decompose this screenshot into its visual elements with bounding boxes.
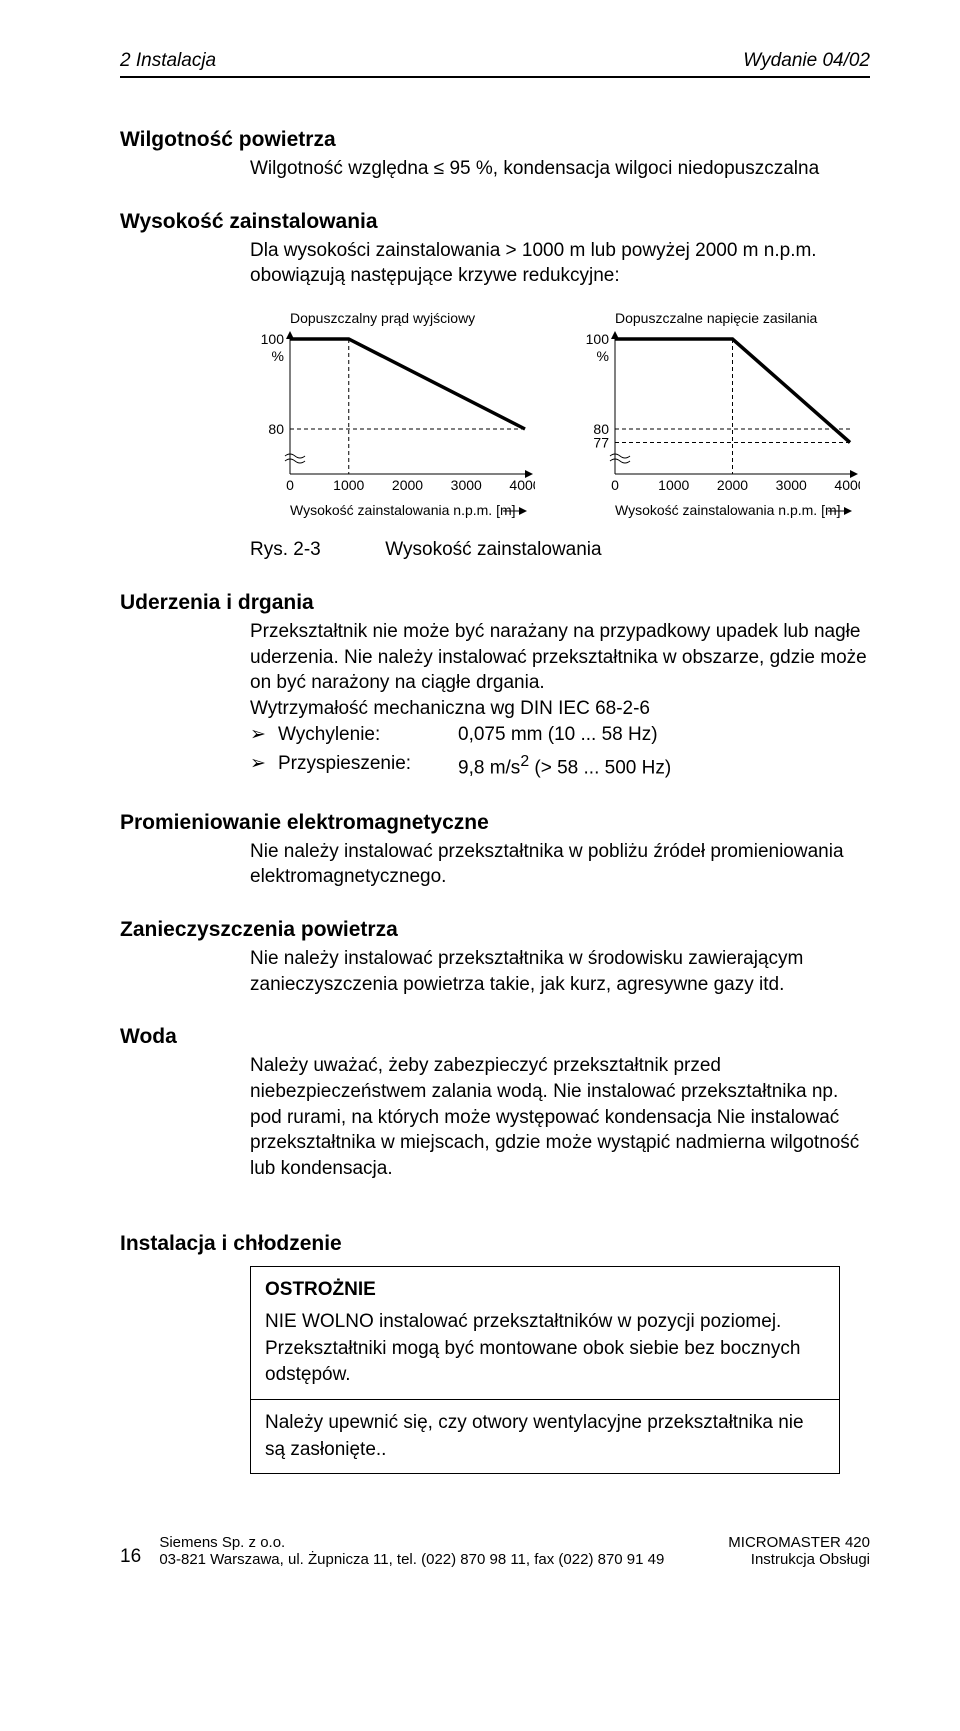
section-shock-p2: Wytrzymałość mechaniczna wg DIN IEC 68-2…: [250, 696, 870, 722]
footer-product: MICROMASTER 420: [728, 1534, 870, 1551]
header-rule: [120, 76, 870, 78]
bullet-list: ➢ Wychylenie: 0,075 mm (10 ... 58 Hz) ➢ …: [250, 721, 870, 782]
figure-text: Wysokość zainstalowania: [385, 539, 601, 560]
section-shock-p1: Przekształtnik nie może być narażany na …: [250, 619, 870, 696]
svg-text:3000: 3000: [776, 477, 807, 493]
chart-output-current: Dopuszczalny prąd wyjściowy 100 80% 0 1000 20…: [250, 309, 535, 519]
caution-box: OSTROŻNIE NIE WOLNO instalować przekszta…: [250, 1266, 870, 1475]
footer-company: Siemens Sp. z o.o.: [159, 1534, 664, 1551]
section-pollution-text: Nie należy instalować przekształtnika w …: [250, 946, 870, 997]
svg-text:Wysokość zainstalowania n.p.m.: Wysokość zainstalowania n.p.m. [m]: [615, 502, 841, 518]
caution-label: OSTROŻNIE: [265, 1277, 825, 1304]
section-cooling-title: Instalacja i chłodzenie: [120, 1232, 870, 1256]
section-shock-title: Uderzenia i drgania: [120, 591, 870, 615]
footer-address: 03-821 Warszawa, ul. Żupnicza 11, tel. (…: [159, 1551, 664, 1568]
section-emi-text: Nie należy instalować przekształtnika w …: [250, 839, 870, 890]
svg-text:0: 0: [286, 477, 294, 493]
chart-supply-voltage: Dopuszczalne napięcie zasilania1008077%0…: [575, 309, 860, 519]
caution-line: Przekształtniki mogą być montowane obok …: [265, 1336, 825, 1389]
svg-text:100: 100: [586, 331, 610, 347]
section-water-title: Woda: [120, 1025, 870, 1049]
svg-text:3000: 3000: [451, 477, 482, 493]
svg-text:1000: 1000: [658, 477, 689, 493]
svg-text:1000: 1000: [333, 477, 364, 493]
section-altitude-title: Wysokość zainstalowania: [120, 210, 870, 234]
caution-line: Należy upewnić się, czy otwory wentylacy…: [251, 1399, 840, 1473]
svg-text:0: 0: [611, 477, 619, 493]
chart-row: Dopuszczalny prąd wyjściowy10080%0100020…: [250, 309, 870, 519]
svg-text:%: %: [272, 348, 284, 364]
svg-text:Dopuszczalne napięcie zasilani: Dopuszczalne napięcie zasilania: [615, 310, 818, 326]
section-pollution-title: Zanieczyszczenia powietrza: [120, 918, 870, 942]
bullet-label: Przyspieszenie:: [278, 750, 458, 783]
bullet-value: 0,075 mm (10 ... 58 Hz): [458, 721, 658, 750]
svg-text:2000: 2000: [392, 477, 423, 493]
figure-number: Rys. 2-3: [250, 539, 380, 561]
section-humidity-title: Wilgotność powietrza: [120, 128, 870, 152]
section-altitude-text: Dla wysokości zainstalowania > 1000 m lu…: [250, 238, 870, 289]
bullet-icon: ➢: [250, 750, 278, 783]
bullet-label: Wychylenie:: [278, 721, 458, 750]
page-header: 2 Instalacja Wydanie 04/02: [120, 50, 870, 72]
figure-caption: Rys. 2-3 Wysokość zainstalowania: [250, 539, 870, 561]
svg-text:2000: 2000: [717, 477, 748, 493]
svg-text:Wysokość zainstalowania n.p.m.: Wysokość zainstalowania n.p.m. [m]: [290, 502, 516, 518]
section-humidity-text: Wilgotność względna ≤ 95 %, kondensacja …: [250, 156, 870, 182]
svg-text:4000: 4000: [834, 477, 860, 493]
footer-doc: Instrukcja Obsługi: [728, 1551, 870, 1568]
svg-text:77: 77: [593, 434, 609, 450]
svg-text:100: 100: [261, 331, 285, 347]
svg-text:80: 80: [268, 421, 284, 437]
svg-text:4000: 4000: [509, 477, 535, 493]
list-item: ➢ Przyspieszenie: 9,8 m/s2 (> 58 ... 500…: [250, 750, 870, 783]
bullet-icon: ➢: [250, 721, 278, 750]
page-number: 16: [120, 1546, 141, 1568]
bullet-value: 9,8 m/s2 (> 58 ... 500 Hz): [458, 750, 671, 783]
caution-line: NIE WOLNO instalować przekształtników w …: [265, 1309, 825, 1336]
list-item: ➢ Wychylenie: 0,075 mm (10 ... 58 Hz): [250, 721, 870, 750]
section-water-text: Należy uważać, żeby zabezpieczyć przeksz…: [250, 1053, 870, 1181]
header-right: Wydanie 04/02: [743, 50, 870, 72]
header-left: 2 Instalacja: [120, 50, 216, 72]
svg-text:%: %: [597, 348, 609, 364]
section-emi-title: Promieniowanie elektromagnetyczne: [120, 811, 870, 835]
svg-text:Dopuszczalny prąd wyjściowy: Dopuszczalny prąd wyjściowy: [290, 310, 475, 326]
page-footer: 16 Siemens Sp. z o.o. 03-821 Warszawa, u…: [120, 1534, 870, 1568]
